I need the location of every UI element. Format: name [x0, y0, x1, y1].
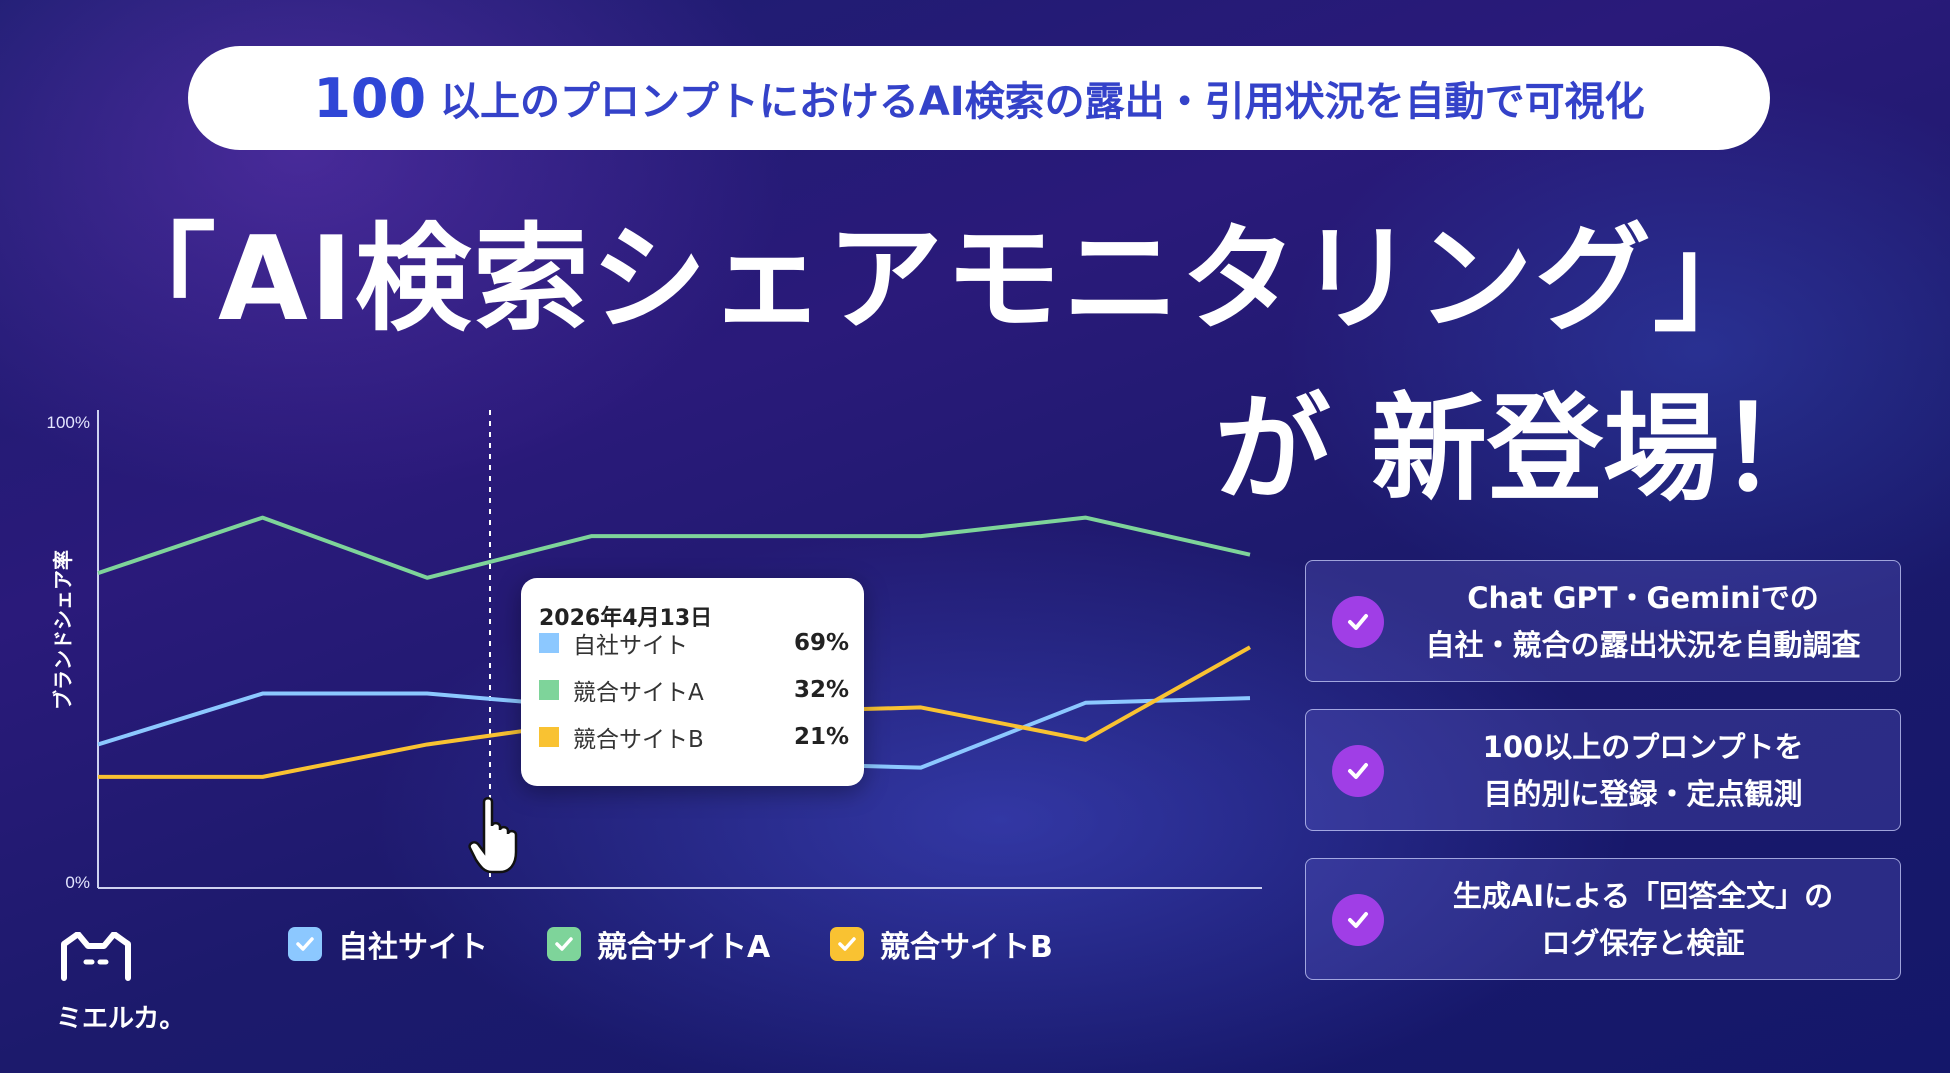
check-icon[interactable]	[288, 927, 322, 961]
tooltip-swatch-own	[539, 633, 559, 653]
feature-text-3: 生成AIによる「回答全文」の ログ保存と検証	[1396, 873, 1890, 967]
brand-share-chart: 100% 0% ブランドシェア率	[47, 410, 1262, 892]
logo-text: ミエルカ。	[56, 1004, 186, 1034]
check-icon	[1332, 745, 1384, 797]
legend-label-competitor-b: 競合サイトB	[880, 930, 1053, 965]
legend-label-own-site: 自社サイト	[338, 930, 488, 965]
check-icon	[1332, 596, 1384, 648]
feature-3-line-1: 生成AIによる「回答全文」の	[1452, 879, 1834, 913]
pill-number: 100	[313, 66, 427, 130]
pill-text: 以上のプロンプトにおけるAI検索の露出・引用状況を自動で可視化	[440, 79, 1645, 125]
feature-2-line-1: 100以上のプロンプトを	[1482, 730, 1804, 764]
tooltip-swatch-competitor-b	[539, 727, 559, 747]
tooltip-row-competitor-b: 競合サイトB 21%	[539, 722, 849, 753]
y-axis-label: ブランドシェア率	[51, 550, 75, 710]
tooltip-label-competitor-a: 競合サイトA	[573, 680, 704, 706]
feature-1-line-2: 自社・競合の露出状況を自動調査	[1425, 628, 1861, 662]
chart-tooltip: 2026年4月13日 自社サイト 69% 競合サイトA 32% 競合サイトB 2…	[521, 578, 864, 786]
feature-2-line-2: 目的別に登録・定点観測	[1483, 777, 1803, 811]
tooltip-swatch-competitor-a	[539, 680, 559, 700]
series-line-1	[97, 515, 1251, 580]
legend-item-competitor-b[interactable]: 競合サイトB	[830, 922, 1053, 966]
legend-item-own-site[interactable]: 自社サイト	[288, 922, 488, 966]
top-pill-banner: 100 以上のプロンプトにおけるAI検索の露出・引用状況を自動で可視化	[188, 46, 1770, 150]
legend-label-competitor-a: 競合サイトA	[597, 930, 771, 965]
tooltip-value-competitor-b: 21%	[793, 724, 849, 750]
feature-text-2: 100以上のプロンプトを 目的別に登録・定点観測	[1396, 724, 1890, 818]
legend-item-competitor-a[interactable]: 競合サイトA	[547, 922, 770, 966]
feature-box-1: Chat GPT・Geminiでの 自社・競合の露出状況を自動調査	[1305, 560, 1901, 682]
check-icon[interactable]	[830, 927, 864, 961]
tooltip-value-competitor-a: 32%	[793, 677, 849, 703]
check-icon[interactable]	[547, 927, 581, 961]
feature-text-1: Chat GPT・Geminiでの 自社・競合の露出状況を自動調査	[1396, 575, 1890, 669]
hand-pointer-icon	[468, 797, 518, 874]
tooltip-row-competitor-a: 競合サイトA 32%	[539, 675, 849, 706]
tooltip-row-own: 自社サイト 69%	[539, 628, 849, 659]
y-tick-bottom: 0%	[65, 873, 90, 892]
brand-logo: ミエルカ。	[56, 931, 185, 1034]
subhead: が 新登場！	[1214, 382, 1835, 517]
chart-axes: 100% 0% ブランドシェア率	[47, 410, 1262, 892]
feature-box-3: 生成AIによる「回答全文」の ログ保存と検証	[1305, 858, 1901, 980]
cat-logo-icon	[61, 931, 131, 981]
feature-3-line-2: ログ保存と検証	[1541, 926, 1745, 960]
feature-box-2: 100以上のプロンプトを 目的別に登録・定点観測	[1305, 709, 1901, 831]
tooltip-label-own: 自社サイト	[573, 633, 688, 659]
tooltip-date: 2026年4月13日	[539, 606, 713, 631]
tooltip-value-own: 69%	[793, 630, 849, 656]
feature-1-line-1: Chat GPT・Geminiでの	[1467, 581, 1819, 615]
check-icon	[1332, 894, 1384, 946]
y-tick-top: 100%	[47, 413, 90, 432]
headline: 「AI検索シェアモニタリング」	[100, 212, 1771, 347]
tooltip-label-competitor-b: 競合サイトB	[573, 727, 704, 753]
